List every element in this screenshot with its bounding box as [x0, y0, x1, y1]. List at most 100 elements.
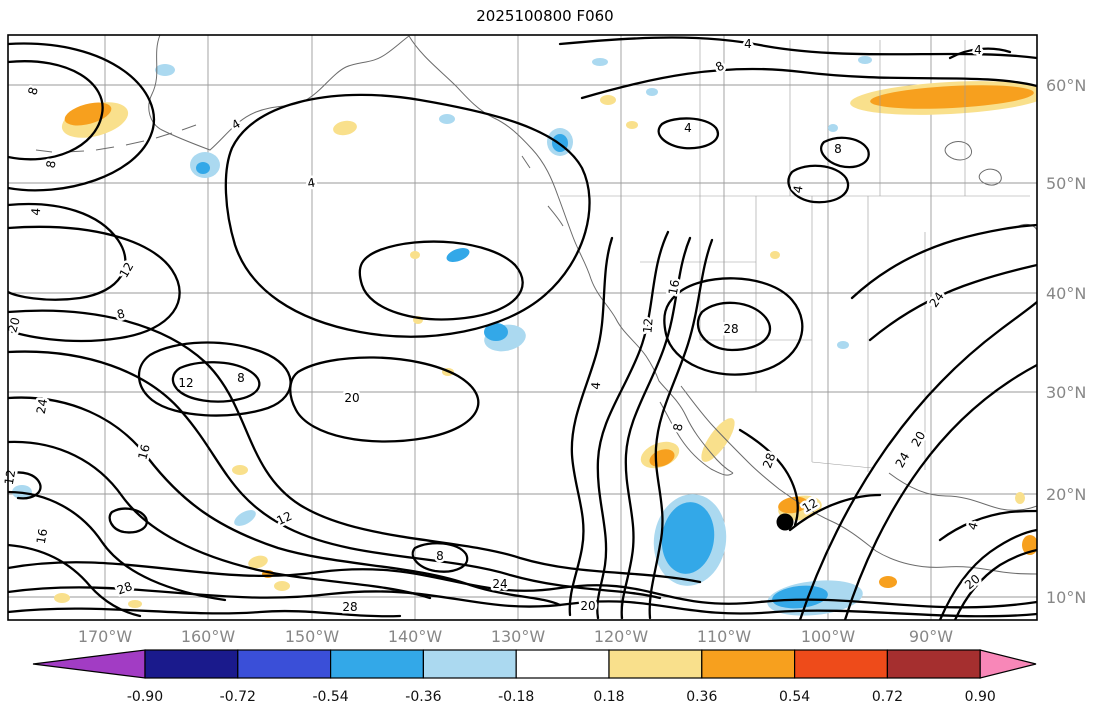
contour-line	[110, 509, 147, 533]
colorbar-under-arrow	[33, 650, 145, 678]
contour-label: 4	[965, 520, 981, 531]
colorbar-tick-label: -0.90	[127, 689, 163, 705]
lon-tick-label: 140°W	[388, 627, 443, 646]
contour-label: 20	[909, 429, 929, 449]
contour-label: 24	[927, 289, 947, 310]
contour-label: 16	[135, 443, 152, 461]
anomaly-patch	[410, 251, 420, 259]
colorbar-over-arrow	[980, 650, 1036, 678]
contour-label: 16	[34, 528, 50, 545]
contour-line	[800, 302, 1037, 620]
coastline	[149, 35, 409, 150]
colorbar-tick-label: 0.36	[686, 689, 717, 705]
contour-label: 16	[666, 279, 682, 296]
anomaly-patch	[1015, 492, 1025, 504]
lon-tick-label: 130°W	[491, 627, 546, 646]
contour-label: 24	[34, 398, 50, 415]
colorbar-segment	[795, 650, 888, 678]
anomaly-patch	[439, 114, 455, 124]
islands	[522, 142, 1037, 230]
contour-label: 4	[974, 43, 982, 57]
lat-tick-label: 20°N	[1046, 485, 1086, 504]
lat-tick-label: 60°N	[1046, 76, 1086, 95]
weather-map-figure: 2025100800 F060	[0, 0, 1105, 712]
contour-label: 28	[723, 322, 738, 336]
anomaly-patch	[128, 600, 142, 608]
lon-tick-label: 90°W	[909, 627, 953, 646]
colorbar-segment	[145, 650, 238, 678]
contour-line	[788, 166, 848, 202]
contour-label: 12	[2, 469, 18, 486]
contour-label: 4	[589, 381, 604, 390]
lat-tick-label: 10°N	[1046, 588, 1086, 607]
longitude-axis-labels: 170°W160°W150°W140°W130°W120°W110°W100°W…	[78, 627, 953, 646]
contour-line	[940, 511, 1037, 540]
anomaly-patch	[232, 507, 259, 529]
lat-tick-label: 40°N	[1046, 284, 1086, 303]
colorbar-segment	[609, 650, 702, 678]
lon-tick-label: 110°W	[697, 627, 752, 646]
anomaly-patch	[445, 245, 472, 264]
contour-line	[560, 38, 1037, 59]
contour-label: 12	[640, 317, 655, 333]
anomaly-patch	[54, 593, 70, 603]
contour-label: 28	[342, 600, 357, 614]
anomaly-patch	[828, 124, 838, 132]
figure-canvas: 2025100800 F060	[0, 0, 1105, 712]
contour-line	[8, 545, 140, 616]
colorbar-tick-label: -0.18	[498, 689, 534, 705]
contour-label: 4	[306, 176, 316, 191]
anomaly-patch	[646, 88, 658, 96]
colorbar-segment	[516, 650, 609, 678]
contour-label: 4	[229, 117, 243, 133]
contour-line	[845, 365, 1037, 620]
contour-line	[8, 204, 125, 300]
contour-label: 8	[671, 422, 686, 432]
colorbar-tick-label: 0.54	[779, 689, 810, 705]
anomaly-patch	[155, 64, 175, 76]
colorbar-segment	[887, 650, 980, 678]
contour-label: 8	[25, 85, 41, 96]
figure-title: 2025100800 F060	[476, 7, 613, 25]
contour-label: 8	[44, 159, 59, 169]
colorbar-segment	[702, 650, 795, 678]
colorbar-tick-label: -0.36	[405, 689, 441, 705]
contour-label: 4	[791, 184, 806, 194]
anomaly-patch	[858, 56, 872, 64]
anomaly-patch	[600, 95, 616, 105]
colorbar-segment	[331, 650, 424, 678]
contour-label: 8	[237, 371, 245, 385]
contour-label: 4	[684, 121, 692, 135]
anomaly-patch	[232, 465, 248, 475]
colorbar-tick-label: 0.18	[593, 689, 624, 705]
anomaly-patch	[837, 341, 849, 349]
contour-label: 8	[834, 142, 842, 156]
anomaly-patch	[879, 576, 897, 588]
contour-label: 24	[492, 577, 507, 591]
anomaly-patch	[770, 251, 780, 259]
colorbar-segment	[238, 650, 331, 678]
contour-label: 4	[29, 207, 44, 216]
contour-line	[8, 227, 180, 341]
lon-tick-label: 170°W	[78, 627, 133, 646]
contour-label: 4	[744, 37, 752, 51]
colorbar-tick-label: -0.54	[312, 689, 348, 705]
contour-line-layer	[8, 38, 1037, 621]
colorbar-tick-label: -0.72	[220, 689, 256, 705]
contour-label: 28	[115, 579, 134, 597]
lat-tick-label: 50°N	[1046, 174, 1086, 193]
anomaly-patch	[332, 119, 358, 137]
colorbar-tick-label: 0.72	[872, 689, 903, 705]
contour-line	[870, 265, 1037, 340]
contour-line	[8, 609, 400, 617]
aleutian-islands	[36, 125, 196, 152]
contour-line	[139, 343, 291, 416]
anomaly-patch	[592, 58, 608, 66]
colorbar: -0.90 -0.72 -0.54 -0.36 -0.18 0.18 0.36 0.54 0.7…	[33, 650, 1036, 705]
anomaly-patch	[196, 162, 210, 174]
contour-label: 20	[344, 391, 359, 405]
contour-label: 28	[760, 451, 778, 470]
contour-label: 12	[274, 509, 294, 528]
anomaly-patch	[696, 414, 741, 467]
lon-tick-label: 160°W	[181, 627, 236, 646]
